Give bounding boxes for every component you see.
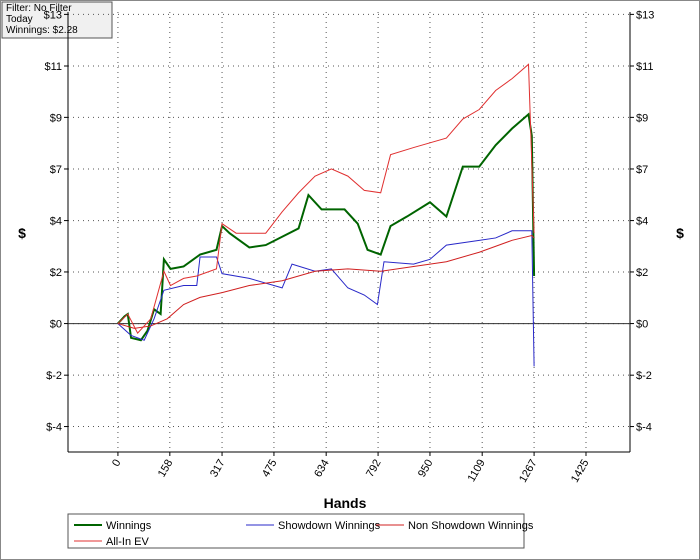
y-tick-label: $-2: [46, 370, 62, 382]
y-tick-label: $4: [636, 216, 648, 228]
x-tick-label: 0: [110, 458, 123, 469]
y-tick-label: $2: [636, 267, 648, 279]
series-line: [117, 63, 535, 334]
y-tick-label: $13: [44, 9, 62, 21]
y-tick-label: $2: [50, 267, 62, 279]
y-tick-label: $0: [50, 319, 62, 331]
y-tick-label: $11: [44, 61, 62, 73]
legend-label: Non Showdown Winnings: [408, 520, 534, 532]
info-line: Winnings: $2.28: [6, 25, 78, 36]
y-tick-label: $-2: [636, 370, 652, 382]
legend: [67, 513, 525, 549]
y-tick-label: $13: [636, 9, 654, 21]
y-tick-label: $7: [636, 164, 648, 176]
info-line: Filter: No Filter: [6, 3, 72, 14]
y-tick-label: $7: [50, 164, 62, 176]
y-tick-label: $9: [50, 112, 62, 124]
y-tick-label: $11: [636, 61, 654, 73]
y-tick-label: $-4: [46, 422, 62, 434]
series-line: [117, 235, 535, 329]
legend-label: Winnings: [106, 520, 152, 532]
legend-label: All-In EV: [106, 536, 149, 548]
legend-label: Showdown Winnings: [278, 520, 381, 532]
y-tick-label: $9: [636, 112, 648, 124]
y-axis-label: $: [676, 225, 684, 241]
y-tick-label: $0: [636, 319, 648, 331]
y-axis-label: $: [18, 225, 26, 241]
info-line: Today: [6, 14, 33, 25]
y-tick-label: $4: [50, 216, 62, 228]
y-tick-label: $-4: [636, 422, 652, 434]
x-axis-label: Hands: [324, 495, 367, 511]
info-box: [1, 1, 113, 39]
